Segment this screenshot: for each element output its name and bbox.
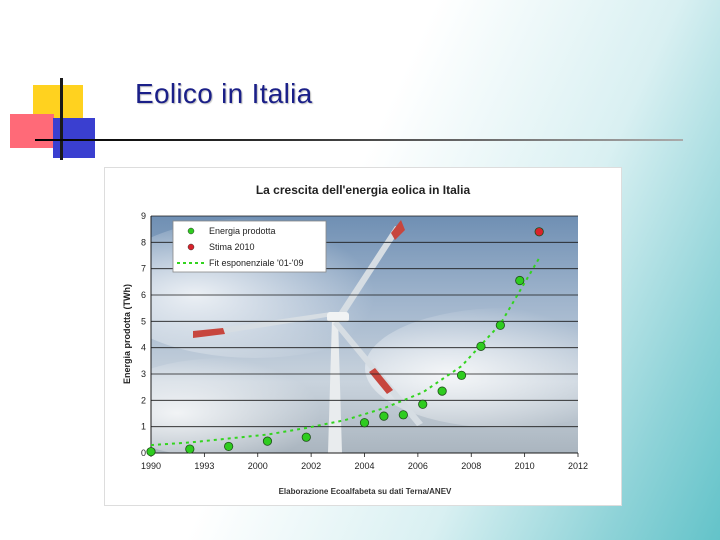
y-tick-label: 9 xyxy=(141,211,146,221)
data-point xyxy=(418,399,428,409)
x-tick-labels: 1990 1993 2000 2002 2004 2006 2008 2010 2012 xyxy=(141,453,588,471)
data-point xyxy=(185,444,195,454)
x-tick-label: 2012 xyxy=(568,461,588,471)
data-point xyxy=(146,447,156,457)
y-tick-label: 0 xyxy=(141,448,146,458)
title-underline xyxy=(35,139,683,141)
y-axis-label: Energia prodotta (TWh) xyxy=(122,284,132,384)
source-note: Elaborazione Ecoalfabeta su dati Terna/A… xyxy=(279,487,452,496)
turbine-blade-tip-up xyxy=(391,220,405,240)
data-point xyxy=(437,386,447,396)
legend-marker xyxy=(187,243,195,251)
y-tick-label: 4 xyxy=(141,343,146,353)
data-point xyxy=(262,436,273,446)
turbine-tower xyxy=(328,318,342,453)
y-tick-label: 7 xyxy=(141,264,146,274)
chart-title: La crescita dell'energia eolica in Itali… xyxy=(256,183,471,197)
legend-label: Fit esponenziale '01-'09 xyxy=(209,258,304,268)
legend-label: Energia prodotta xyxy=(209,226,276,236)
x-tick-label: 2004 xyxy=(354,461,374,471)
data-point xyxy=(359,418,370,428)
fit-line xyxy=(150,257,541,447)
y-tick-label: 8 xyxy=(141,237,146,247)
decor-red-square xyxy=(10,114,54,148)
estimate-point xyxy=(534,227,544,237)
decor-vertical-line xyxy=(60,78,63,160)
turbine-blade-band-down xyxy=(369,368,393,394)
y-tick-label: 1 xyxy=(141,422,146,432)
y-tick-label: 2 xyxy=(141,395,146,405)
x-tick-label: 1993 xyxy=(194,461,214,471)
y-tick-labels: 0 1 2 3 4 5 6 7 8 9 xyxy=(141,211,146,458)
data-point xyxy=(515,275,525,286)
turbine-blade-left xyxy=(193,312,333,338)
fit-series-line xyxy=(150,257,541,447)
x-tick-label: 2000 xyxy=(248,461,268,471)
data-point xyxy=(379,411,389,421)
x-tick-label: 2006 xyxy=(408,461,428,471)
x-tick-label: 2002 xyxy=(301,461,321,471)
x-tick-label: 2008 xyxy=(461,461,481,471)
data-point xyxy=(224,441,234,452)
turbine-blade-up xyxy=(335,226,401,321)
turbine-blade-tip-left xyxy=(193,328,225,338)
y-tick-label: 5 xyxy=(141,316,146,326)
data-point xyxy=(456,370,467,380)
turbine-nacelle xyxy=(327,312,349,322)
x-tick-label: 1990 xyxy=(141,461,161,471)
y-tick-label: 3 xyxy=(141,369,146,379)
legend-marker xyxy=(187,227,195,235)
data-point xyxy=(495,320,505,330)
legend-box xyxy=(172,220,327,273)
chart-frame: La crescita dell'energia eolica in Itali… xyxy=(105,168,621,505)
y-tick-label: 6 xyxy=(141,290,146,300)
x-tick-label: 2010 xyxy=(515,461,535,471)
data-points xyxy=(146,227,544,457)
legend: Energia prodotta Stima 2010 Fit esponenzia… xyxy=(172,220,327,273)
slide-title: Eolico in Italia xyxy=(135,78,313,109)
data-point xyxy=(398,410,408,420)
data-point xyxy=(476,341,486,351)
data-point xyxy=(301,432,311,442)
chart: La crescita dell'energia eolica in Itali… xyxy=(122,183,588,496)
legend-label: Stima 2010 xyxy=(209,242,255,252)
